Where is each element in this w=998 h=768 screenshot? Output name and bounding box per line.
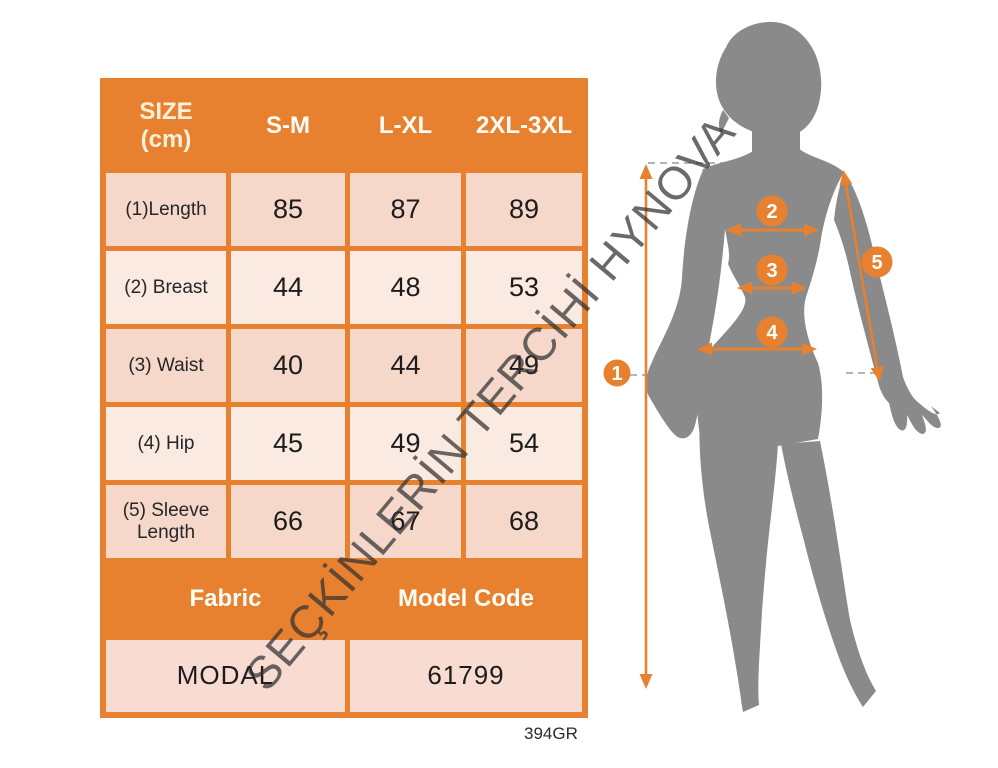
- badge-2-circle: [756, 195, 788, 227]
- row-waist-label: (3) Waist: [106, 329, 226, 402]
- table-corner-header: SIZE (cm): [106, 84, 226, 168]
- sleeve-arrow: [839, 170, 884, 382]
- measurement-badges: 1 2 3 4 5: [603, 195, 893, 387]
- row-waist-sm: 40: [231, 329, 345, 402]
- badge-5-circle: [861, 246, 893, 278]
- row-breast-lxl: 48: [350, 251, 461, 324]
- row-sleeve-lxl: 67: [350, 485, 461, 558]
- row-breast-label: (2) Breast: [106, 251, 226, 324]
- row-length-label: (1)Length: [106, 173, 226, 246]
- badge-3-circle: [756, 254, 788, 286]
- row-waist-2xl3xl: 49: [466, 329, 582, 402]
- row-breast-sm: 44: [231, 251, 345, 324]
- model-code-header: Model Code: [350, 563, 582, 635]
- badge-5-number: 5: [871, 252, 882, 274]
- silhouette-left-leg: [699, 412, 778, 712]
- column-header-2xl3xl: 2XL-3XL: [466, 84, 582, 168]
- model-code-value: 61799: [350, 640, 582, 712]
- silhouette-right-leg: [781, 441, 876, 707]
- row-hip-lxl: 49: [350, 407, 461, 480]
- badge-3-number: 3: [766, 260, 777, 282]
- row-breast-2xl3xl: 53: [466, 251, 582, 324]
- silhouette-head: [716, 21, 822, 134]
- row-length-lxl: 87: [350, 173, 461, 246]
- row-hip-label: (4) Hip: [106, 407, 226, 480]
- badge-4-circle: [756, 316, 788, 348]
- row-sleeve-sm: 66: [231, 485, 345, 558]
- row-sleeve-2xl3xl: 68: [466, 485, 582, 558]
- silhouette-torso: [697, 125, 844, 446]
- badge-1-number: 1: [611, 363, 622, 385]
- column-header-sm: S-M: [231, 84, 345, 168]
- column-header-lxl: L-XL: [350, 84, 461, 168]
- badge-2-number: 2: [766, 201, 777, 223]
- row-length-sm: 85: [231, 173, 345, 246]
- measurement-figure: 1 2 3 4 5: [603, 21, 941, 712]
- woman-silhouette: [646, 21, 941, 712]
- row-hip-2xl3xl: 54: [466, 407, 582, 480]
- measurement-arrows: [639, 164, 884, 689]
- silhouette-left-arm: [646, 168, 726, 439]
- fabric-value: MODAL: [106, 640, 345, 712]
- row-sleeve-label: (5) Sleeve Length: [106, 485, 226, 558]
- corner-header-line2: (cm): [140, 126, 192, 153]
- row-waist-lxl: 44: [350, 329, 461, 402]
- row-hip-sm: 45: [231, 407, 345, 480]
- fabric-header: Fabric: [106, 563, 345, 635]
- size-chart-table: SIZE (cm) S-M L-XL 2XL-3XL (1)Length 85 …: [100, 78, 588, 718]
- badge-1-circle: [603, 359, 631, 387]
- badge-4-number: 4: [766, 322, 778, 344]
- corner-header-line1: SIZE: [139, 98, 193, 126]
- product-code-label: 394GR: [524, 724, 578, 743]
- row-length-2xl3xl: 89: [466, 173, 582, 246]
